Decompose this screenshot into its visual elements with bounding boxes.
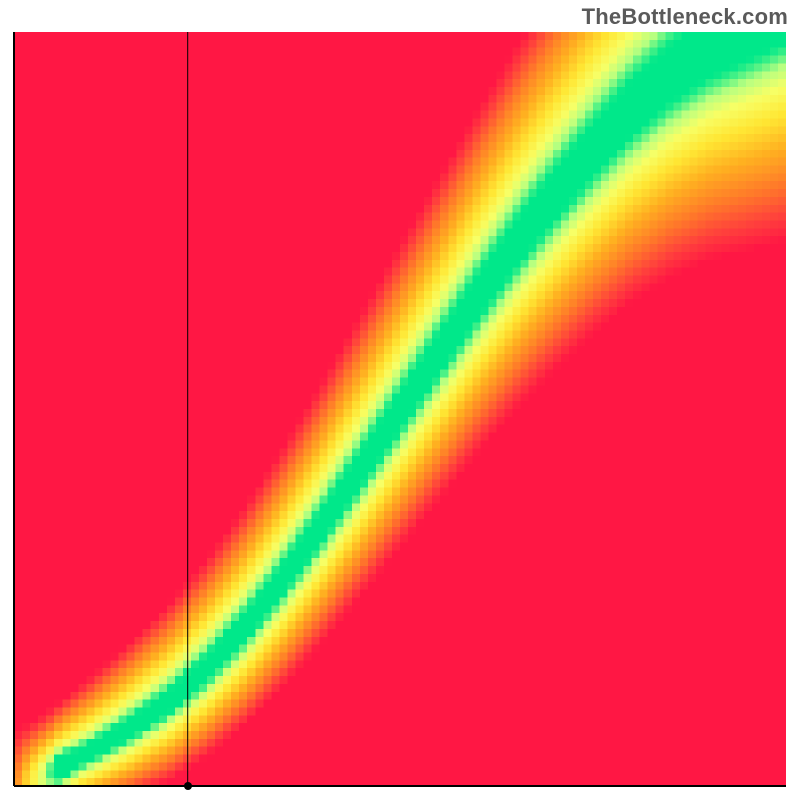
marker-dot bbox=[184, 782, 192, 790]
heatmap-canvas bbox=[14, 32, 786, 786]
chart-container: TheBottleneck.com bbox=[0, 0, 800, 800]
watermark-text: TheBottleneck.com bbox=[582, 4, 788, 30]
